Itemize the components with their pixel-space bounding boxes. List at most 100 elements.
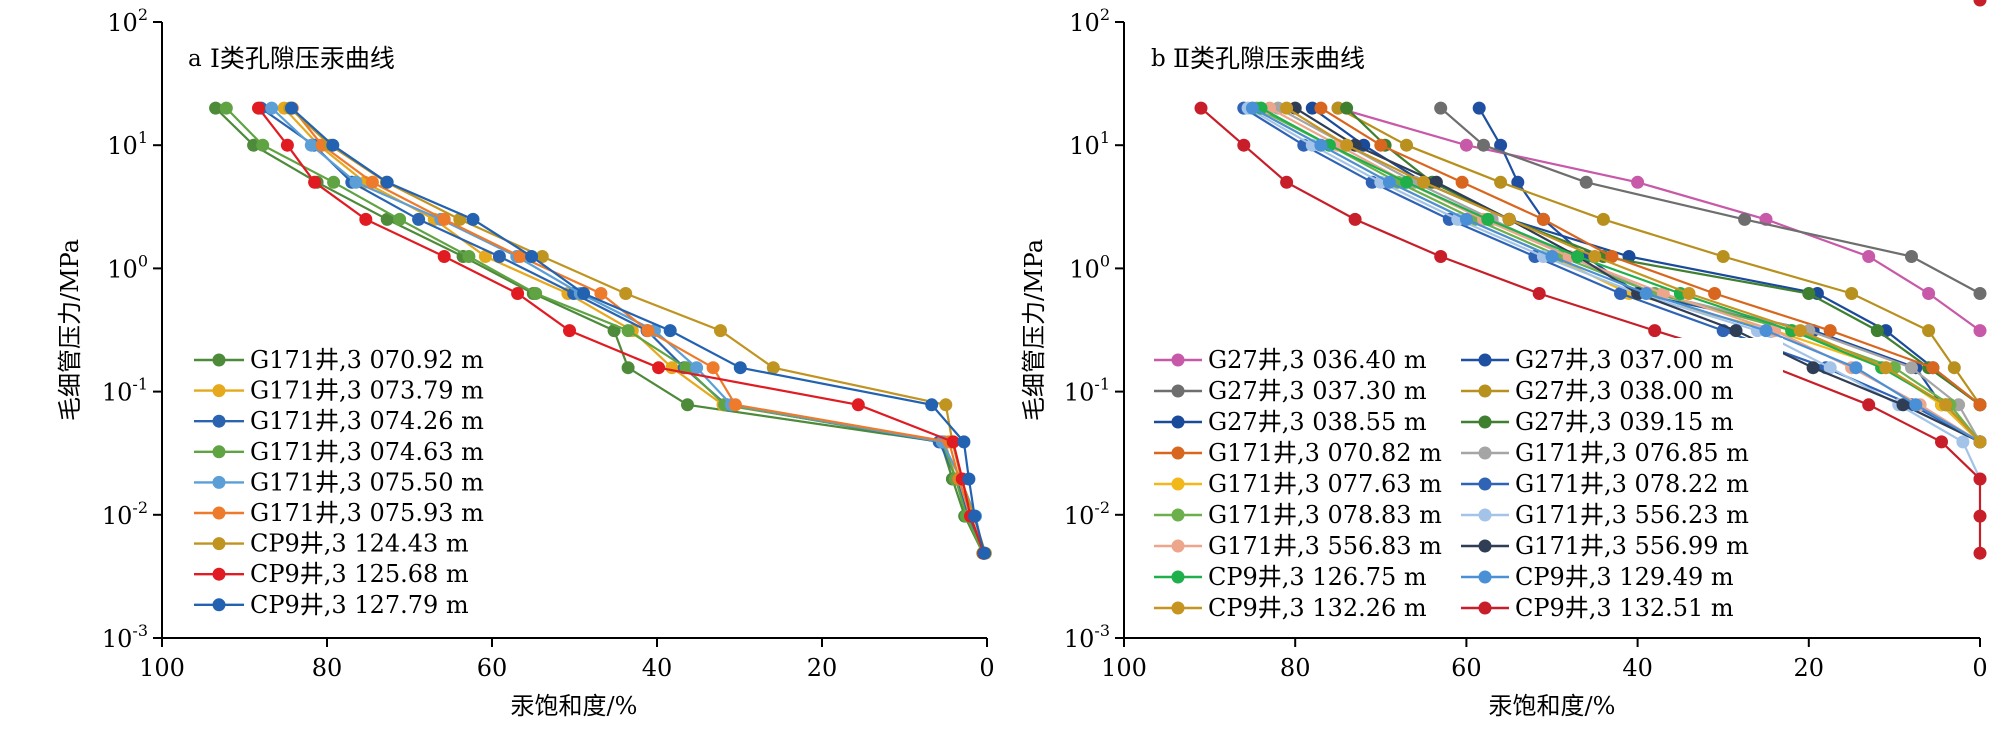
data-point: [706, 361, 720, 375]
data-point: [1340, 101, 1354, 115]
y-tick-label: 102: [107, 5, 148, 37]
x-axis-label-b: 汞饱和度/%: [1489, 692, 1616, 720]
y-tick-label: 10-2: [102, 498, 148, 530]
legend-label: CP9井,3 127.79 m: [250, 591, 469, 619]
legend-label: G171井,3 077.63 m: [1208, 470, 1442, 498]
data-point: [1823, 361, 1837, 375]
legend-label: G171井,3 070.82 m: [1208, 439, 1442, 467]
legend-marker: [1171, 353, 1185, 367]
data-point: [1849, 361, 1863, 375]
series-line: [1251, 107, 1981, 443]
data-point: [359, 212, 373, 226]
legend-marker: [1171, 570, 1185, 584]
data-point: [1939, 398, 1953, 412]
data-point: [577, 287, 591, 300]
legend-label: G27井,3 037.30 m: [1208, 377, 1427, 405]
data-point: [1729, 324, 1743, 338]
data-point: [1648, 324, 1662, 338]
data-point: [492, 250, 506, 263]
legend-label: CP9井,3 125.68 m: [250, 560, 469, 588]
data-point: [513, 250, 527, 263]
data-point: [1973, 398, 1987, 412]
legend-marker: [212, 567, 226, 581]
data-point: [1494, 175, 1508, 189]
legend-marker: [1171, 539, 1185, 553]
data-point: [478, 250, 492, 263]
data-point: [219, 101, 233, 115]
data-point: [1614, 287, 1627, 300]
y-axis-label-b: 毛细管压力/MPa: [1020, 239, 1048, 421]
legend-background-b: [1158, 338, 1783, 633]
y-tick-label: 10-2: [1064, 498, 1110, 530]
legend-marker: [1478, 539, 1492, 553]
legend-label: CP9井,3 124.43 m: [250, 530, 469, 558]
data-point: [594, 287, 608, 300]
legend-marker: [1171, 601, 1185, 615]
data-point: [393, 212, 407, 226]
data-point: [525, 250, 539, 263]
data-point: [1459, 138, 1473, 152]
data-point: [349, 175, 363, 189]
data-point: [733, 361, 747, 375]
legend-marker: [212, 537, 226, 551]
data-point: [1532, 287, 1546, 300]
data-point: [1400, 138, 1413, 152]
data-point: [1536, 212, 1550, 226]
data-point: [1280, 101, 1294, 115]
legend-b: G27井,3 036.40 m G27井,3 037.00 m G27井,3 037…: [1154, 346, 1749, 622]
data-point: [412, 212, 426, 226]
data-point: [256, 138, 270, 152]
data-point: [1973, 287, 1987, 300]
data-point: [1314, 138, 1328, 152]
legend-marker: [1478, 446, 1492, 460]
x-tick-label: 100: [1101, 654, 1147, 682]
data-point: [1682, 287, 1696, 300]
legend-label: G171井,3 556.99 m: [1515, 532, 1749, 560]
data-point: [1588, 250, 1602, 263]
data-point: [1947, 361, 1961, 375]
x-tick-label: 20: [807, 654, 838, 682]
legend-marker: [212, 384, 226, 398]
chart-title-a: Ⅰ类孔隙压汞曲线: [210, 44, 395, 73]
data-point: [327, 175, 341, 189]
data-point: [1716, 250, 1730, 263]
panel-letter-b: b: [1151, 46, 1166, 72]
legend-marker: [212, 598, 226, 612]
data-point: [1417, 175, 1431, 189]
data-point: [1477, 138, 1490, 152]
data-point: [511, 287, 525, 300]
data-point: [1434, 250, 1448, 263]
data-point: [437, 250, 451, 263]
legend-label: G171井,3 075.93 m: [250, 499, 484, 527]
data-point: [1314, 101, 1328, 115]
series-line: [1286, 107, 1981, 443]
data-point: [766, 361, 780, 375]
data-point: [1631, 175, 1645, 189]
data-point: [1823, 324, 1837, 338]
legend-label: G171井,3 070.92 m: [250, 346, 484, 374]
legend-label: G27井,3 037.00 m: [1515, 346, 1734, 374]
legend-marker: [1478, 508, 1492, 522]
data-point: [1194, 101, 1208, 115]
legend-label: G171井,3 074.26 m: [250, 407, 484, 435]
legend-marker: [1171, 446, 1185, 460]
data-point: [1922, 287, 1936, 300]
x-tick-label: 80: [312, 654, 343, 682]
data-point: [681, 398, 694, 412]
series-line: [1294, 107, 1981, 443]
x-tick-label: 0: [1972, 654, 1987, 682]
data-point: [1708, 287, 1722, 300]
y-tick-label: 10-3: [1064, 621, 1110, 653]
legend-label: CP9井,3 132.26 m: [1208, 594, 1427, 622]
legend-marker: [1478, 353, 1492, 367]
data-point: [1472, 101, 1486, 115]
legend-marker: [212, 475, 226, 489]
x-tick-label: 60: [1451, 654, 1482, 682]
data-point: [380, 212, 394, 226]
data-point: [978, 546, 991, 560]
legend-label: G27井,3 038.00 m: [1515, 377, 1734, 405]
x-axis-label-a: 汞饱和度/%: [511, 692, 638, 720]
data-point: [621, 361, 635, 375]
